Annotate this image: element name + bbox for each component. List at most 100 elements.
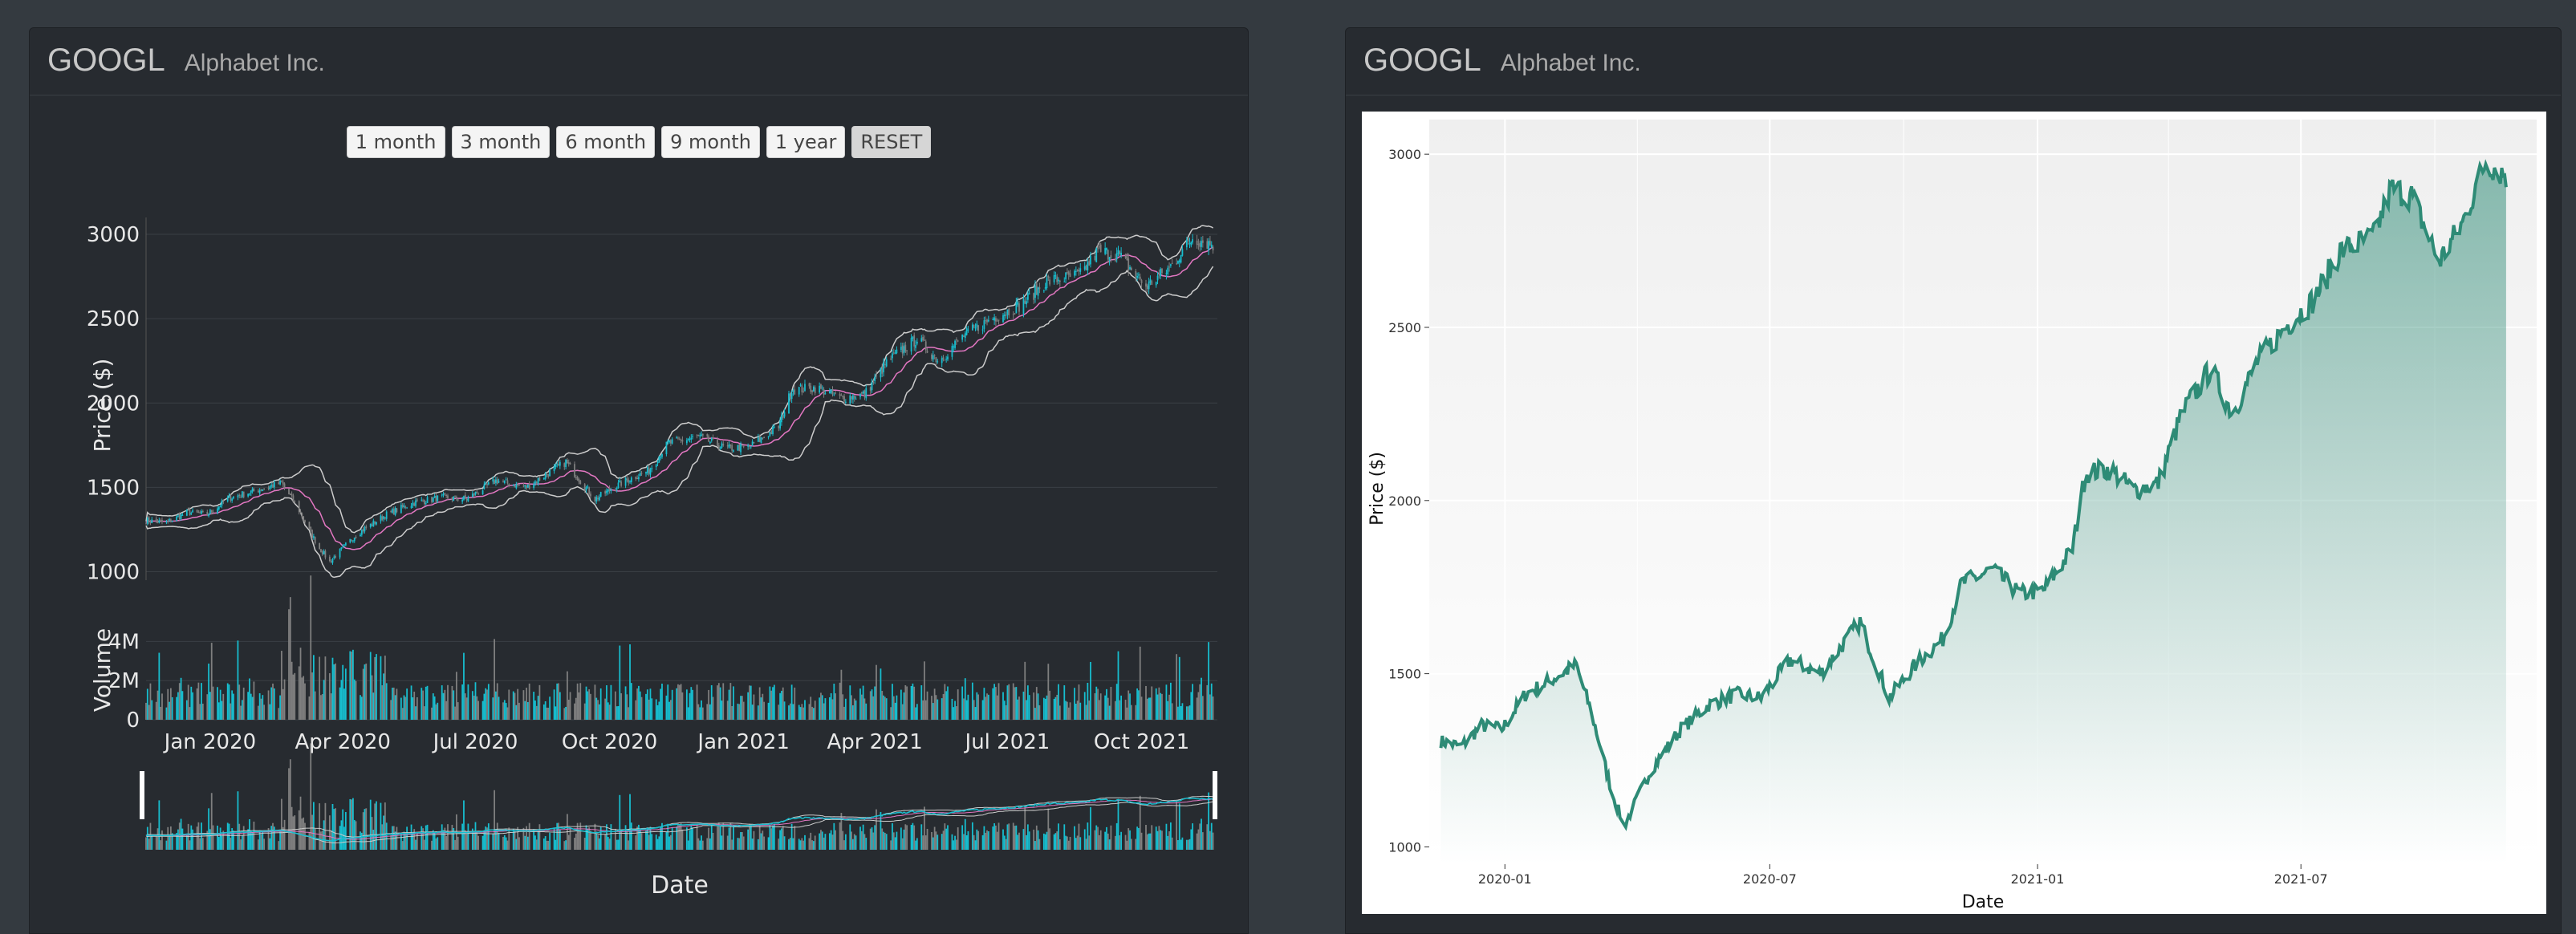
slider-volume-bar [555,839,557,850]
range-slider-right-handle[interactable] [1213,771,1217,819]
candle-body [410,506,412,509]
range-slider-left-handle[interactable] [140,771,144,819]
date-axis-label: Date [1962,892,2005,912]
range-1-month-button[interactable]: 1 month [346,126,445,158]
range-6-month-button[interactable]: 6 month [556,126,656,158]
slider-volume-bar [576,822,579,850]
slider-volume-bar [606,824,607,850]
slider-volume-bar [1099,830,1102,850]
candle-body [146,518,148,524]
volume-bar [833,684,835,720]
volume-bar [353,679,356,720]
slider-volume-bar [535,839,538,850]
candle-body [401,504,404,507]
slider-volume-bar [425,825,427,850]
volume-bar [903,692,905,720]
candle-body [869,387,872,392]
slider-volume-bar [362,812,364,850]
slider-volume-bar [171,833,173,850]
range-reset-button[interactable]: RESET [851,126,932,158]
candle-body [148,517,150,522]
candle-body [685,440,688,444]
slider-volume-bar [853,834,855,850]
slider-volume-bar [401,841,404,850]
candle-body [324,550,327,558]
slider-volume-bar [842,830,844,850]
candle-body [699,435,701,437]
candle-body [331,558,334,563]
slider-volume-bar [413,829,416,850]
slider-volume-bar [722,822,725,850]
volume-bar [669,700,672,720]
candle-body [360,530,363,535]
slider-volume-bar [757,839,759,850]
candle-body [289,493,291,496]
range-3-month-button[interactable]: 3 month [451,126,551,158]
candle-body [701,433,704,436]
slider-volume-bar [416,833,418,850]
candle-body [1129,266,1131,270]
volume-bar [607,702,609,720]
volume-bar [604,698,607,720]
volume-bar [1069,702,1071,720]
slider-volume-bar [967,830,969,850]
candle-body [270,485,273,487]
candle-body [1107,250,1109,260]
slider-volume-bar [851,831,852,850]
candle-body [597,497,599,500]
candle-body [896,349,898,354]
volume-bar [685,689,688,720]
slider-volume-bar [737,838,739,850]
volume-bar [987,694,989,720]
candle-body [598,497,600,501]
candle-body [669,440,672,444]
slider-volume-bar [701,835,702,850]
slider-volume-bar [253,821,255,850]
slider-volume-bar [1209,830,1211,850]
volume-bar [390,700,392,720]
volume-bar [421,688,423,720]
candle-body [383,516,384,519]
volume-bar [853,698,855,720]
volume-bar [209,692,211,720]
slider-volume-bar [1177,839,1179,850]
slider-volume-bar [461,823,464,850]
slider-volume-bar [1115,822,1118,850]
volume-bar [1135,705,1137,720]
candle-body [680,439,682,441]
volume-bar [983,688,985,720]
slider-volume-bar [1078,823,1080,850]
candle-body [901,345,904,354]
candle-body [432,497,434,502]
volume-bar [783,701,786,720]
range-1-year-button[interactable]: 1 year [766,126,846,158]
slider-volume-bar [481,835,484,850]
slider-volume-bar [451,824,453,850]
slider-volume-bar [169,836,170,850]
slider-volume-bar [678,824,681,850]
volume-bar [178,683,181,720]
volume-bar [383,673,384,720]
candle-body [862,391,864,394]
candle-body [311,530,313,538]
slider-volume-bar [190,825,193,850]
candle-body [476,491,478,493]
slider-volume-bar [412,833,414,850]
slider-volume-bar [492,833,494,850]
volume-bar [758,687,761,720]
slider-volume-bar [486,827,488,850]
slider-volume-bar [176,833,178,850]
candle-body [1038,287,1041,290]
range-9-month-button[interactable]: 9 month [661,126,760,158]
volume-bar [155,701,157,720]
slider-volume-bar [955,839,957,850]
volume-bar [217,702,220,720]
volume-bar [240,705,242,720]
volume-bar [148,705,150,720]
candle-body [804,384,806,392]
candle-body [544,473,546,479]
slider-volume-bar [620,830,623,850]
slider-volume-bar [262,831,264,850]
slider-volume-bar [487,823,490,850]
